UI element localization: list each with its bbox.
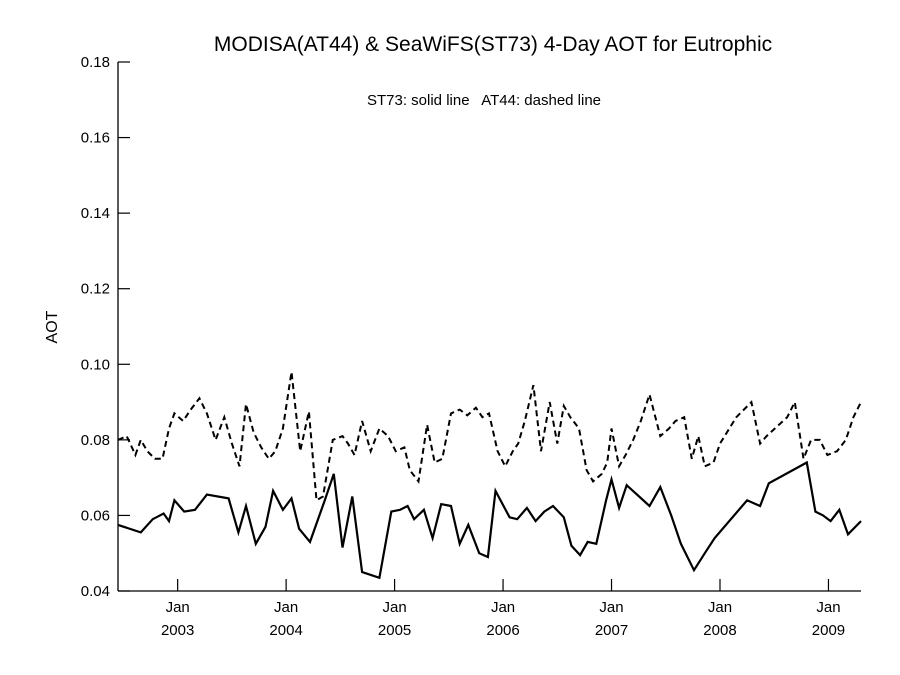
x-tick-year-label: 2003 (161, 622, 194, 639)
y-tick-label: 0.14 (81, 205, 110, 222)
x-tick-month-label: Jan (166, 599, 190, 616)
chart-title: MODISA(AT44) & SeaWiFS(ST73) 4-Day AOT f… (214, 33, 772, 56)
series-lines (117, 371, 862, 580)
x-tick-month-label: Jan (708, 599, 732, 616)
x-tick-month-label: Jan (491, 599, 515, 616)
x-axis-ticks: Jan 2003 Jan 2004 Jan 2005 Jan 2006 Jan 2007 Jan 20… (161, 579, 845, 639)
series-line-st73 (117, 460, 862, 580)
x-tick-year-label: 2004 (269, 622, 302, 639)
y-tick-label: 0.06 (81, 507, 110, 524)
y-tick-label: 0.16 (81, 130, 110, 147)
y-tick-label: 0.12 (81, 281, 110, 298)
x-tick-month-label: Jan (382, 599, 406, 616)
legend-note: ST73: solid line AT44: dashed line (367, 92, 601, 109)
y-tick-label: 0.08 (81, 432, 110, 449)
x-tick-year-label: 2007 (595, 622, 628, 639)
series-line-at44 (117, 371, 862, 502)
x-tick-month-label: Jan (816, 599, 840, 616)
axes (117, 62, 861, 592)
y-axis-label: AOT (44, 310, 61, 343)
x-tick-month-label: Jan (599, 599, 623, 616)
x-tick-month-label: Jan (274, 599, 298, 616)
y-tick-label: 0.04 (81, 583, 110, 600)
y-tick-label: 0.18 (81, 54, 110, 71)
x-tick-year-label: 2005 (378, 622, 411, 639)
y-axis-ticks: 0.04 0.06 0.08 0.10 0.12 0.14 0.16 0.18 (81, 54, 130, 600)
x-tick-year-label: 2008 (703, 622, 736, 639)
x-tick-year-label: 2009 (812, 622, 845, 639)
y-tick-label: 0.10 (81, 356, 110, 373)
x-tick-year-label: 2006 (486, 622, 519, 639)
